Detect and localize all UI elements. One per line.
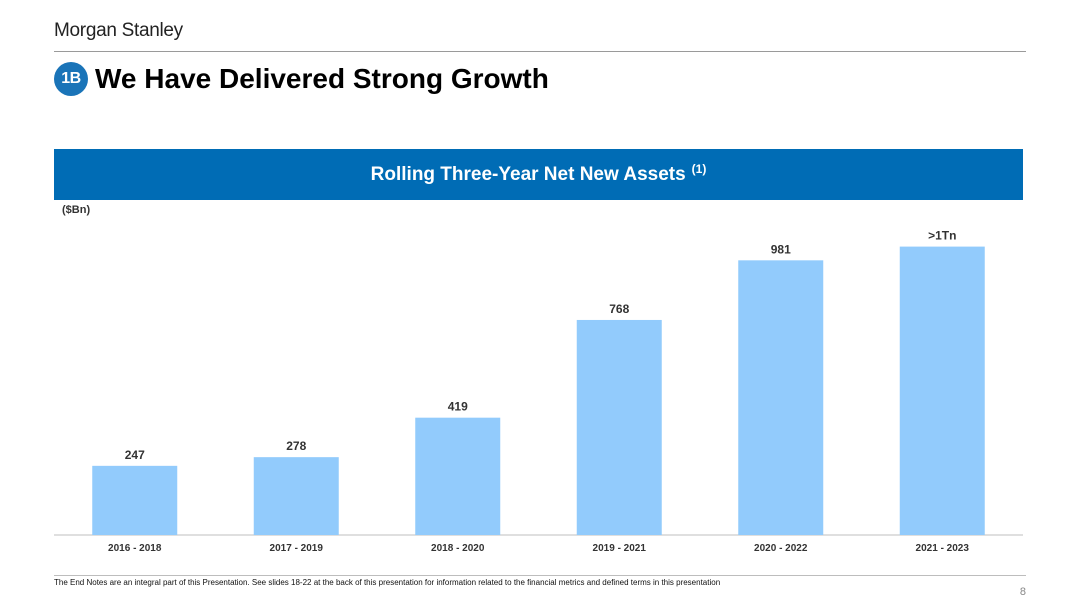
bar-value-label: >1Tn — [928, 229, 956, 243]
chart-banner: Rolling Three-Year Net New Assets (1) — [54, 149, 1023, 200]
bar-chart: 247 2016 - 2018 278 2017 - 2019 419 2018 - 20… — [54, 229, 1023, 554]
page-title: We Have Delivered Strong Growth — [95, 63, 549, 94]
bar — [415, 417, 501, 535]
x-tick-label: 2017 - 2019 — [270, 543, 324, 554]
x-tick-label: 2016 - 2018 — [108, 543, 162, 554]
x-tick-label: 2018 - 2020 — [431, 543, 485, 554]
bar — [253, 457, 339, 535]
bar-value-label: 981 — [771, 242, 791, 256]
bar — [92, 465, 178, 535]
bar — [899, 246, 985, 535]
company-logo: Morgan Stanley — [54, 20, 183, 41]
title-row: 1B We Have Delivered Strong Growth — [54, 62, 549, 96]
x-tick-label: 2020 - 2022 — [754, 543, 808, 554]
bar — [576, 319, 662, 535]
bar — [738, 260, 824, 535]
chart-title-footnote-ref: (1) — [691, 161, 707, 176]
bar-value-label: 278 — [286, 439, 306, 453]
x-tick-label: 2021 - 2023 — [916, 543, 970, 554]
x-tick-label: 2019 - 2021 — [593, 543, 647, 554]
bar-value-label: 768 — [609, 302, 629, 316]
header-divider — [54, 51, 1026, 52]
bar-value-label: 247 — [125, 448, 145, 462]
chart-title: Rolling Three-Year Net New Assets — [370, 163, 686, 185]
footer-divider — [54, 575, 1026, 576]
bar-value-label: 419 — [448, 400, 468, 414]
section-badge: 1B — [54, 62, 88, 96]
page-number: 8 — [1019, 586, 1026, 598]
units-label: ($Bn) — [62, 204, 91, 216]
footnote: The End Notes are an integral part of th… — [54, 578, 721, 587]
